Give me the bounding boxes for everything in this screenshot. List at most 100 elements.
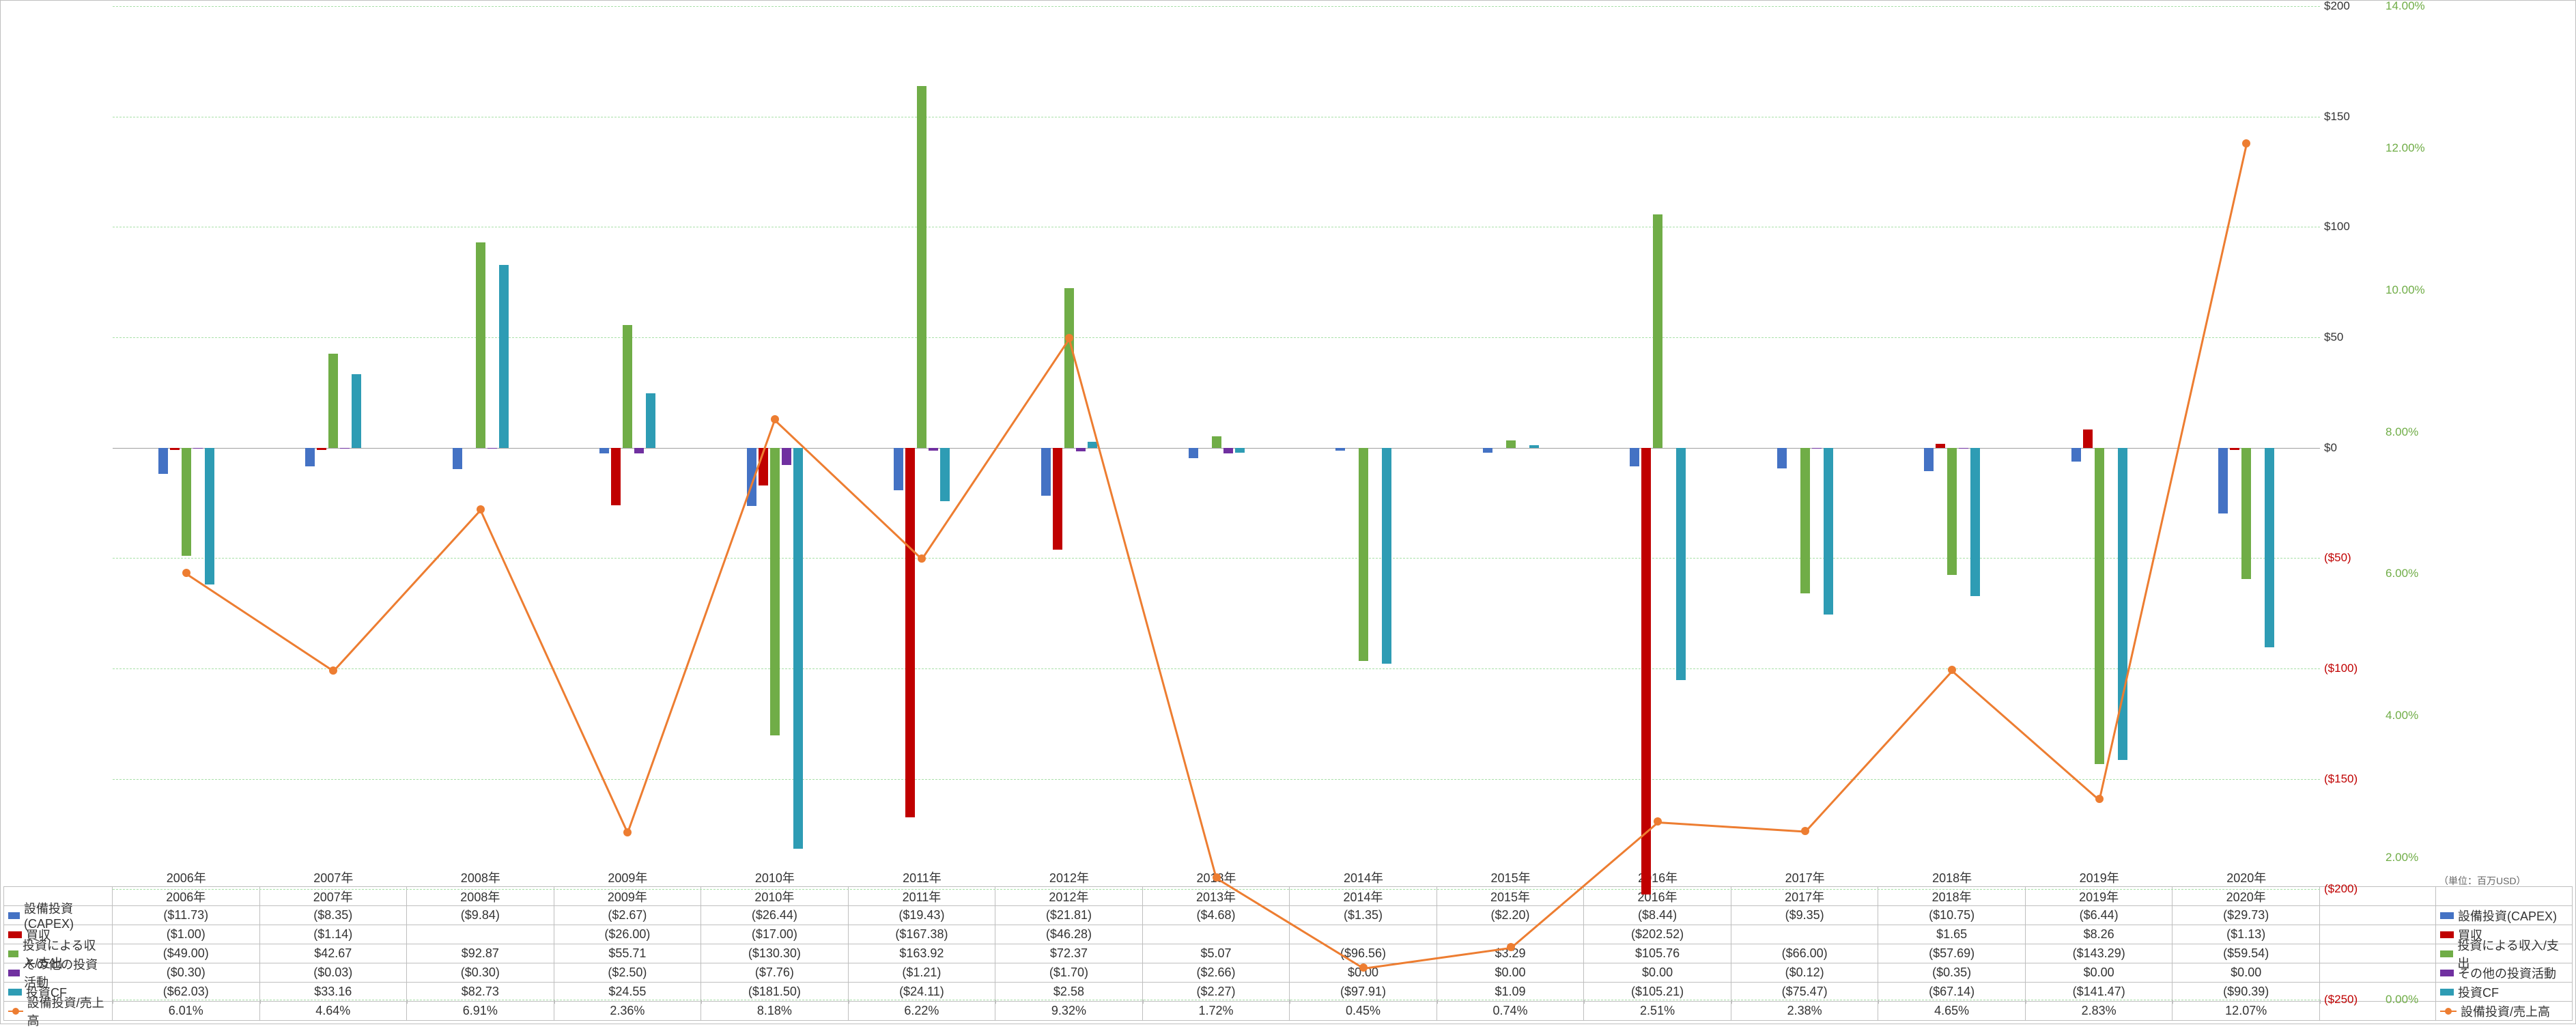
bar-capex — [305, 448, 315, 466]
bar-acquisition — [2083, 429, 2093, 448]
table-cell: ($105.21) — [1584, 983, 1731, 1002]
legend-right-item-invest_inout: 投資による収入/支出 — [2436, 944, 2573, 963]
swatch-icon — [2440, 912, 2454, 919]
table-cell: ($49.00) — [113, 944, 260, 963]
bar-capex — [894, 448, 903, 491]
category-separator — [1584, 1000, 1585, 1004]
swatch-icon — [8, 931, 22, 938]
bar-invest_inout — [476, 242, 485, 447]
bar-invest_cf — [1382, 448, 1391, 664]
table-cell: $92.87 — [407, 944, 554, 963]
primary-y-tick: $50 — [2320, 330, 2343, 344]
gridline — [113, 889, 2320, 890]
table-cell: 0.74% — [1437, 1002, 1585, 1021]
line-segment-capex_ratio — [1068, 339, 1217, 879]
swatch-icon — [8, 989, 22, 996]
bar-invest_inout — [1947, 448, 1957, 576]
table-cell: ($10.75) — [1878, 906, 2026, 925]
marker-capex_ratio — [1507, 943, 1515, 951]
table-cell: $2.58 — [995, 983, 1143, 1002]
line-segment-capex_ratio — [627, 420, 776, 834]
bar-invest_cf — [793, 448, 803, 849]
plot-area: 2006年2007年2008年2009年2010年2011年2012年2013年… — [113, 3, 2320, 886]
bar-other_inv — [1959, 448, 1968, 449]
legend-label: 投資CF — [2458, 983, 2499, 1001]
table-cell: $42.67 — [260, 944, 408, 963]
table-cell: ($2.66) — [1143, 963, 1290, 983]
bar-invest_cf — [1676, 448, 1686, 680]
line-segment-capex_ratio — [186, 574, 334, 673]
category-separator — [995, 1000, 996, 1004]
swatch-icon — [8, 950, 18, 957]
left-spacer — [3, 3, 113, 886]
table-cell: $163.92 — [849, 944, 996, 963]
bar-capex — [1483, 448, 1492, 453]
category-label: 2018年 — [1932, 869, 1972, 886]
table-cell — [1290, 925, 1437, 944]
category-label: 2020年 — [2226, 869, 2266, 886]
swatch-icon — [8, 1011, 23, 1012]
table-cell: ($67.14) — [1878, 983, 2026, 1002]
bar-acquisition — [1936, 444, 1945, 447]
bar-other_inv — [193, 448, 203, 449]
bar-invest_inout — [1359, 448, 1368, 661]
legend-label: 設備投資(CAPEX) — [2458, 907, 2557, 925]
table-cell: ($1.00) — [113, 925, 260, 944]
bar-acquisition — [1053, 448, 1062, 550]
category-separator — [2172, 1000, 2173, 1004]
secondary-y-tick: 4.00% — [2381, 709, 2418, 722]
marker-capex_ratio — [1065, 334, 1073, 342]
table-cell: 0.45% — [1290, 1002, 1437, 1021]
table-cell: 2.38% — [1731, 1002, 1879, 1021]
table-row: 投資による収入/支出 ($49.00)$42.67$92.87$55.71($13… — [3, 944, 2573, 963]
table-cell: $1.65 — [1878, 925, 2026, 944]
table-row: 買収($1.00)($1.14)($26.00)($17.00)($167.38… — [3, 925, 2573, 944]
table-cell: ($1.14) — [260, 925, 408, 944]
category-label: 2006年 — [167, 869, 206, 886]
table-cell — [1143, 925, 1290, 944]
chart-container: 2006年2007年2008年2009年2010年2011年2012年2013年… — [0, 0, 2576, 1024]
bar-capex — [1335, 448, 1345, 451]
table-cell: ($130.30) — [701, 944, 849, 963]
bar-invest_inout — [1800, 448, 1810, 593]
gridline — [113, 448, 2320, 449]
marker-capex_ratio — [1948, 666, 1956, 674]
gridline — [113, 668, 2320, 669]
table-cell: ($75.47) — [1731, 983, 1879, 1002]
table-cell: 6.22% — [849, 1002, 996, 1021]
table-cell: 2.51% — [1584, 1002, 1731, 1021]
gridline — [113, 558, 2320, 559]
row-header-other_inv: その他の投資活動 — [3, 963, 113, 983]
table-row: 設備投資/売上高6.01%4.64%6.91%2.36%8.18%6.22%9.… — [3, 1002, 2573, 1021]
marker-capex_ratio — [477, 505, 485, 513]
legend-right-item-invest_cf: 投資CF — [2436, 983, 2573, 1002]
table-cell: 1.72% — [1143, 1002, 1290, 1021]
category-separator — [1731, 1000, 1732, 1004]
table-cell: $55.71 — [554, 944, 702, 963]
table-cell: ($46.28) — [995, 925, 1143, 944]
table-cell: 6.91% — [407, 1002, 554, 1021]
table-cell — [407, 925, 554, 944]
category-label: 2008年 — [461, 869, 500, 886]
bar-invest_cf — [2265, 448, 2274, 647]
table-cell: ($6.44) — [2026, 906, 2173, 925]
table-cell: 6.01% — [113, 1002, 260, 1021]
bar-acquisition — [317, 448, 326, 451]
table-cell: ($2.20) — [1437, 906, 1585, 925]
marker-capex_ratio — [1213, 873, 1221, 882]
line-segment-capex_ratio — [332, 509, 481, 672]
table-cell: 2.83% — [2026, 1002, 2173, 1021]
row-label: 設備投資/売上高 — [27, 993, 108, 1029]
table-cell: ($57.69) — [1878, 944, 2026, 963]
table-cell: ($9.35) — [1731, 906, 1879, 925]
legend-right: （単位：百万USD） — [2436, 3, 2573, 886]
table-cell: ($0.30) — [407, 963, 554, 983]
table-cell: ($1.21) — [849, 963, 996, 983]
table-cell: $82.73 — [407, 983, 554, 1002]
bar-invest_inout — [2095, 448, 2104, 764]
table-cell: ($2.67) — [554, 906, 702, 925]
table-cell: $0.00 — [1584, 963, 1731, 983]
category-separator — [554, 1000, 555, 1004]
table-cell: ($1.35) — [1290, 906, 1437, 925]
primary-y-tick: ($250) — [2320, 993, 2358, 1006]
